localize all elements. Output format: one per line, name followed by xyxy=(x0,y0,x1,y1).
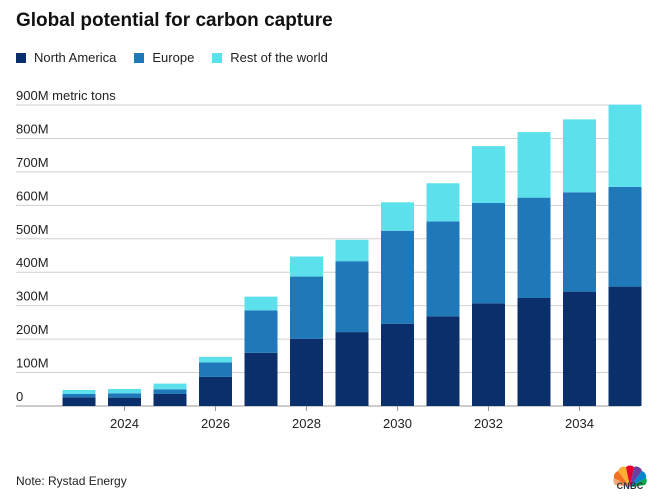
x-tick-label: 2032 xyxy=(474,416,503,431)
legend-swatch-north-america xyxy=(16,52,26,63)
chart-title: Global potential for carbon capture xyxy=(16,10,333,31)
bar-segment-north-america xyxy=(426,316,460,406)
bar-segment-europe xyxy=(426,221,460,317)
bar-segment-europe xyxy=(563,192,596,292)
legend-item-north-america: North America xyxy=(16,50,116,65)
bar-segment-europe xyxy=(244,310,278,353)
bar-segment-europe xyxy=(62,393,96,398)
source-note: Note: Rystad Energy xyxy=(16,474,127,488)
y-tick-label: 500M xyxy=(16,222,49,237)
cnbc-logo-text: CNBC xyxy=(616,481,644,491)
bar-segment-rest-of-the-world xyxy=(381,202,414,231)
legend-label-north-america: North America xyxy=(34,50,117,65)
bar-segment-north-america xyxy=(335,332,369,406)
y-tick-label: 700M xyxy=(16,155,49,170)
bar-segment-rest-of-the-world xyxy=(426,183,460,222)
y-tick-label: 600M xyxy=(16,188,49,203)
bar-segment-europe xyxy=(608,186,642,287)
x-tick-label: 2024 xyxy=(110,416,139,431)
bar-segment-north-america xyxy=(517,297,551,406)
y-tick-label: 200M xyxy=(16,322,49,337)
bar-segment-north-america xyxy=(290,338,323,406)
chart-legend: North America Europe Rest of the world xyxy=(16,50,328,65)
bar-segment-rest-of-the-world xyxy=(472,146,505,203)
x-tick-label: 2028 xyxy=(292,416,321,431)
y-tick-label: 400M xyxy=(16,255,49,270)
y-tick-label: 800M xyxy=(16,121,49,136)
bar-segment-europe xyxy=(335,261,369,333)
y-tick-label: 0 xyxy=(16,389,23,404)
bar-segment-north-america xyxy=(608,286,642,406)
bar-segment-north-america xyxy=(62,397,96,406)
x-tick-label: 2026 xyxy=(201,416,230,431)
bar-segment-rest-of-the-world xyxy=(153,383,187,390)
peacock-icon xyxy=(613,465,647,487)
legend-item-rest-of-world: Rest of the world xyxy=(212,50,328,65)
bar-segment-north-america xyxy=(381,323,414,406)
bar-segment-europe xyxy=(108,393,141,398)
bar-segment-rest-of-the-world xyxy=(335,239,369,262)
bar-segment-rest-of-the-world xyxy=(244,296,278,311)
bar-segment-rest-of-the-world xyxy=(517,132,551,198)
bar-segment-europe xyxy=(472,202,505,304)
bar-segment-north-america xyxy=(563,291,596,406)
x-tick-label: 2034 xyxy=(565,416,594,431)
bar-segment-north-america xyxy=(153,393,187,406)
y-tick-label: 300M xyxy=(16,289,49,304)
y-tick-label: 900M metric tons xyxy=(16,88,116,103)
bar-segment-rest-of-the-world xyxy=(199,356,232,363)
x-tick-label: 2030 xyxy=(383,416,412,431)
bar-segment-rest-of-the-world xyxy=(563,119,596,193)
bar-segment-north-america xyxy=(108,397,141,406)
bar-segment-north-america xyxy=(199,376,232,406)
bar-segment-north-america xyxy=(472,303,505,406)
bar-segment-europe xyxy=(517,197,551,298)
y-tick-label: 100M xyxy=(16,356,49,371)
legend-swatch-europe xyxy=(134,52,145,63)
bar-segment-europe xyxy=(153,389,187,394)
bar-segment-north-america xyxy=(244,352,278,406)
legend-label-rest-of-world: Rest of the world xyxy=(230,50,328,65)
legend-swatch-rest-of-world xyxy=(212,52,223,63)
bar-segment-europe xyxy=(381,230,414,324)
bar-segment-europe xyxy=(199,362,232,377)
bar-segment-rest-of-the-world xyxy=(108,388,141,394)
bar-segment-rest-of-the-world xyxy=(62,389,96,394)
legend-item-europe: Europe xyxy=(134,50,194,65)
bar-segment-rest-of-the-world xyxy=(608,104,642,187)
legend-label-europe: Europe xyxy=(152,50,195,65)
bar-segment-europe xyxy=(290,276,323,339)
bar-segment-rest-of-the-world xyxy=(290,256,323,277)
